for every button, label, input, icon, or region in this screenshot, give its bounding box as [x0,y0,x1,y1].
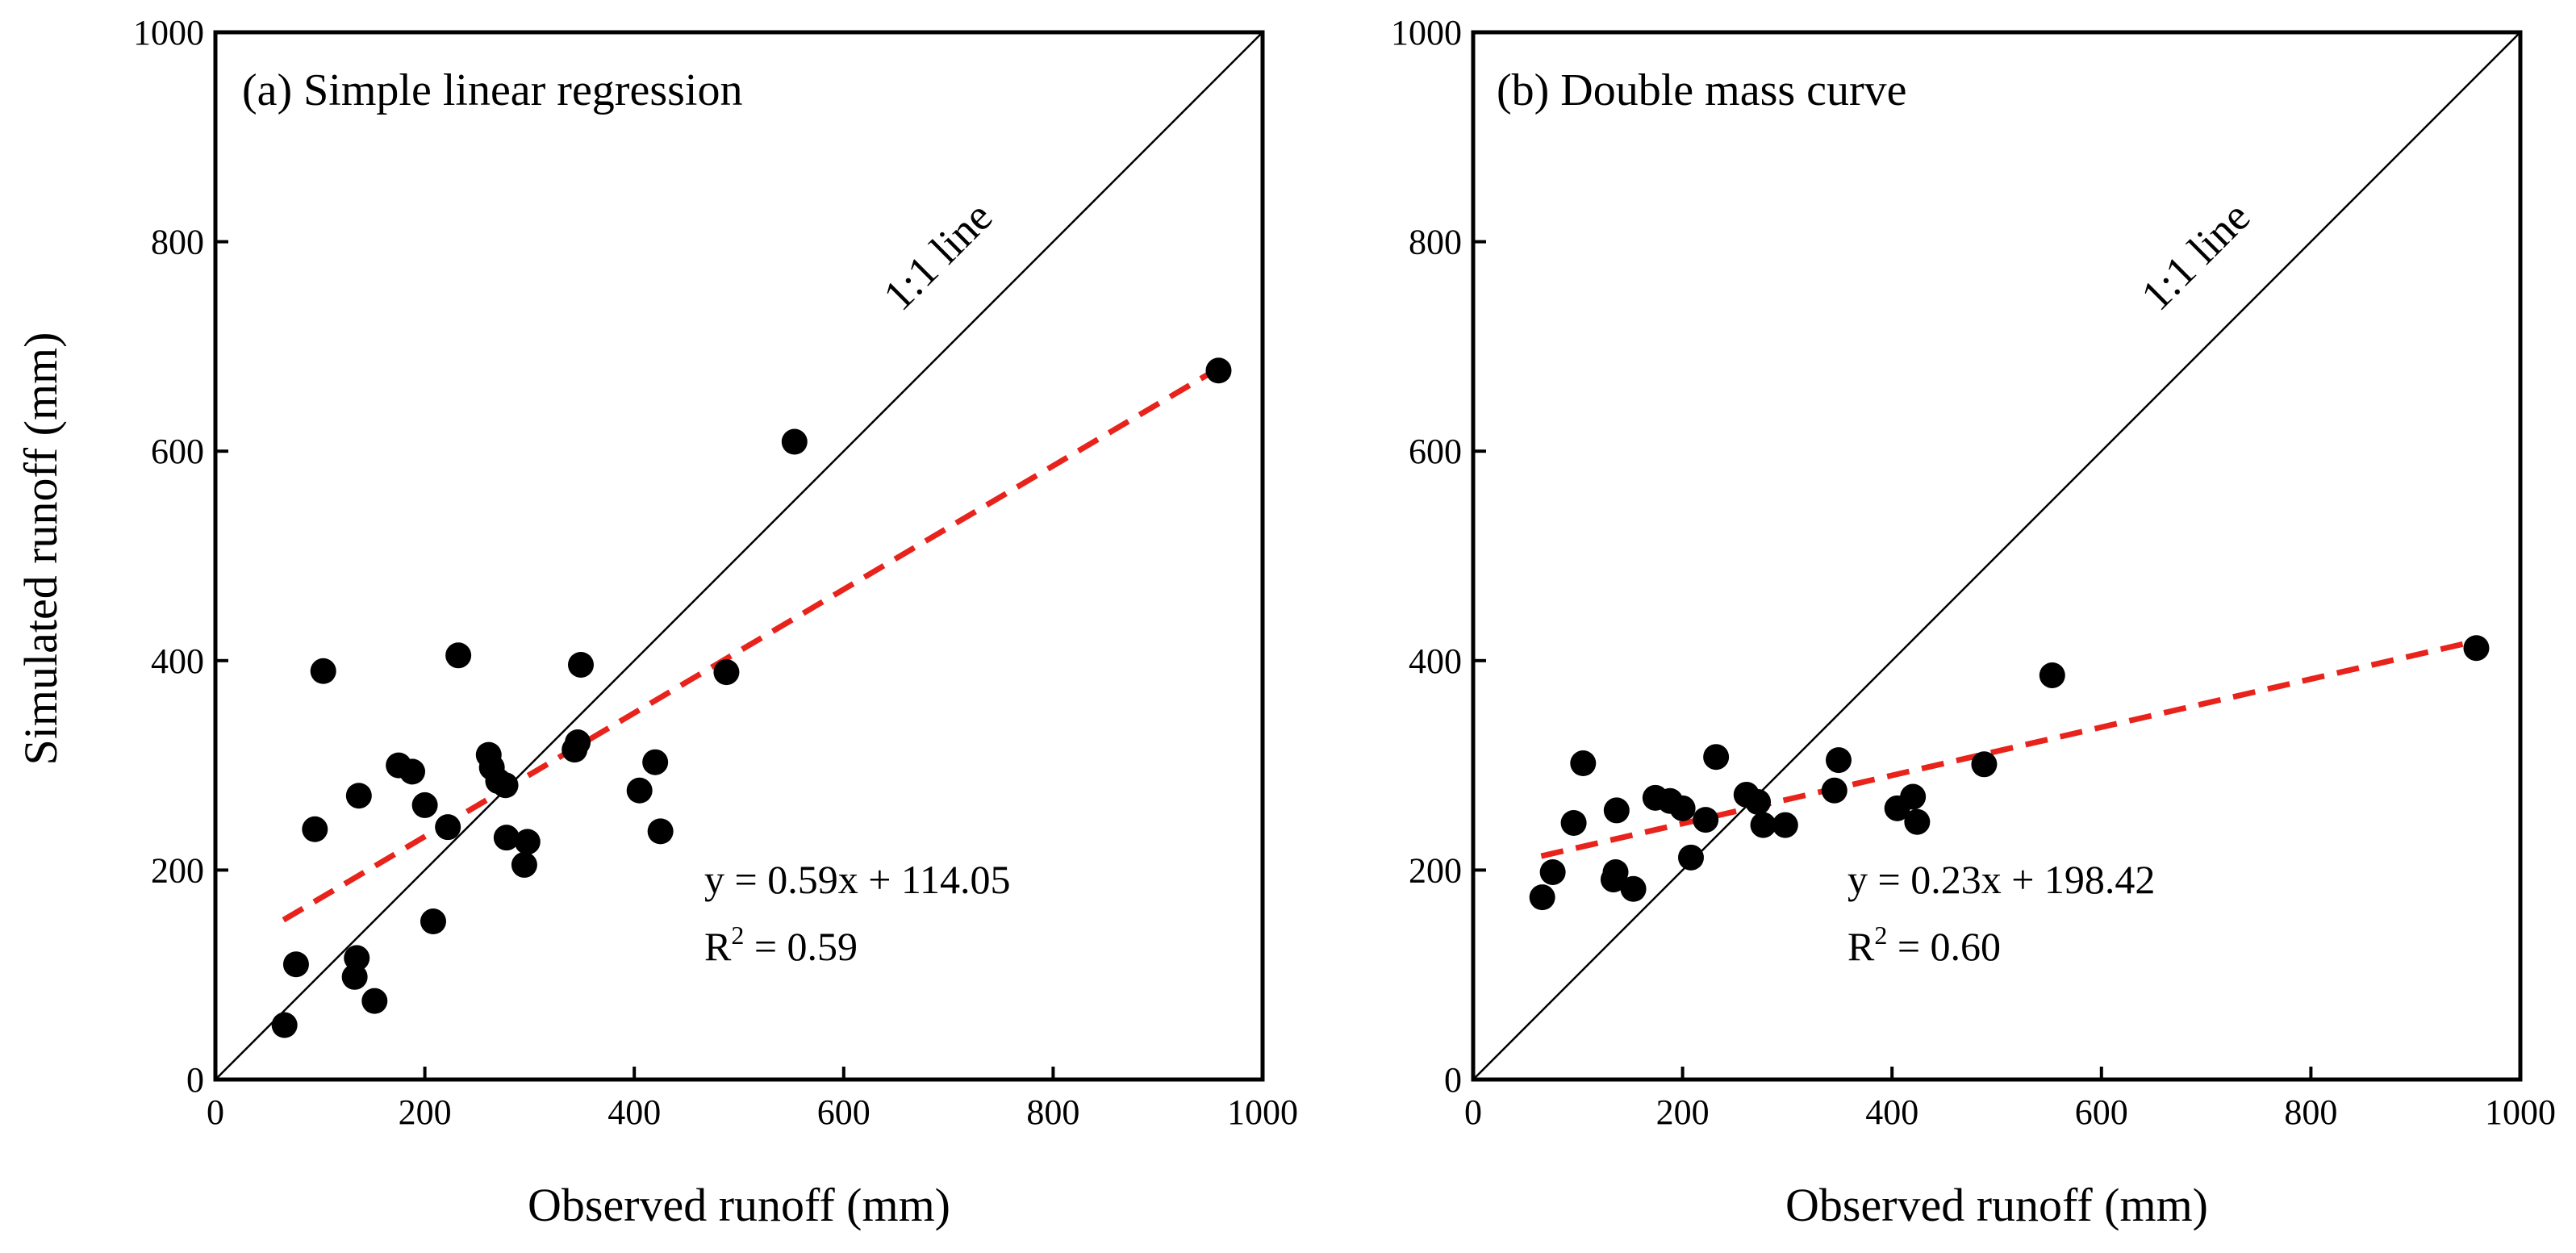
panel-b-data-point [1620,875,1647,902]
panel-a-data-point [493,825,520,851]
panel-a-data-point [435,814,461,841]
panel-b-y-tick-label: 0 [1444,1060,1462,1100]
panel-a-data-point [420,908,446,935]
panel-a-data-point [514,829,541,855]
panel-b-x-tick-label: 200 [1656,1092,1710,1132]
panel-a-data-point [565,729,591,756]
panel-b-title: (b) Double mass curve [1497,65,1907,115]
panel-a-ticks: 0 200 400 600 800 1000 0 200 400 600 800 1000 [133,13,1298,1132]
panel-a-x-tick-label: 200 [399,1092,452,1132]
panel-b-y-tick-label: 800 [1409,223,1462,262]
panel-a-x-axis-title: Observed runoff (mm) [528,1179,950,1231]
panel-b-y-tick-label: 200 [1409,850,1462,890]
panel-b-x-tick-label: 0 [1464,1092,1482,1132]
panel-a-y-tick-label: 0 [186,1060,204,1100]
panel-a-data-point [642,749,669,775]
panel-b-one-to-one-line [1473,32,2520,1080]
panel-a-frame [213,30,1265,1082]
panel-b-r2-value: = 0.60 [1887,924,2001,969]
panel-b-x-tick-label: 600 [2075,1092,2128,1132]
panel-b-data-point [2463,635,2490,662]
panel-a-x-tick-label: 800 [1026,1092,1079,1132]
panel-a-data-point [713,659,740,686]
panel-a-y-tick-label: 400 [151,641,204,681]
panel-a-title: (a) Simple linear regression [242,65,742,115]
panel-a-points [271,357,1232,1038]
panel-a-data-point [361,988,388,1014]
panel-b-r2: R2 = 0.60 [1847,921,2001,969]
panel-a-data-point [626,777,653,804]
panel-b-x-tick-label: 800 [2284,1092,2337,1132]
panel-a-y-tick-label: 800 [151,223,204,262]
panel-a-x-tick-label: 600 [817,1092,870,1132]
panel-a-data-point [492,772,519,799]
panel-a-data-point [647,818,674,845]
panel-b-data-point [1539,858,1566,885]
panel-b-x-tick-label: 400 [1865,1092,1918,1132]
panel-a-x-tick-label: 1000 [1227,1092,1298,1132]
panel-b-data-point [1570,750,1597,777]
y-axis-title: Simulated runoff (mm) [15,332,67,766]
panel-a-r2: R2 = 0.59 [704,921,858,969]
panel-a-data-point [345,783,372,809]
panel-b-data-point [1904,808,1931,835]
panel-b-data-point [1703,744,1730,771]
panel-a-data-point [411,791,438,818]
panel-a-data-point [302,816,328,842]
panel-b-points [1529,635,2490,911]
panel-b-data-point [1772,812,1798,838]
panel-a-r2-prefix: R [704,924,732,969]
panel-a-r2-sup: 2 [731,921,744,950]
panel-b-data-point [1603,797,1630,824]
panel-a-one-to-one-line [215,32,1263,1080]
panel-b-data-point [1826,747,1852,774]
panel-a-x-tick-label: 400 [607,1092,661,1132]
panel-a-data-point [1205,357,1232,384]
panel-a-data-point [271,1012,298,1038]
panel-a-y-tick-label: 1000 [133,13,204,52]
panel-a-equation: y = 0.59x + 114.05 [704,857,1011,902]
panel-a-data-point [399,758,426,785]
panel-b-data-point [1750,812,1776,838]
panel-b-y-tick-label: 1000 [1391,13,1462,52]
panel-b-x-tick-label: 1000 [2485,1092,2556,1132]
panel-b-data-point [1529,884,1555,911]
panel-b-data-point [1677,844,1704,871]
panel-b-data-point [1669,795,1696,821]
panel-a-data-point [511,851,537,878]
panel-b-r2-sup: 2 [1874,921,1887,950]
panel-a-r2-value: = 0.59 [744,924,858,969]
panel-b-ticks: 0 200 400 600 800 1000 0 200 400 600 800 1000 [1391,13,2556,1132]
panel-a-data-point [568,651,595,678]
panel-b-data-point [1693,807,1719,833]
panel-a-x-tick-label: 0 [207,1092,224,1132]
panel-a-data-point [310,658,336,684]
panel-a-data-point [445,642,472,669]
panel-b-x-axis-title: Observed runoff (mm) [1785,1179,2208,1231]
panel-b: 0 200 400 600 800 1000 0 200 400 600 800 1000 (b) D… [1391,13,2556,1231]
panel-b-frame [1471,30,2523,1082]
panel-b-data-point [1602,858,1629,885]
panel-b-data-point [1900,783,1927,810]
panel-a-y-tick-label: 600 [151,432,204,471]
panel-b-data-point [1560,809,1587,836]
panel-b-r2-prefix: R [1847,924,1875,969]
panel-b-data-point [2039,662,2065,688]
panel-b-data-point [1821,777,1847,804]
panel-b-y-tick-label: 400 [1409,641,1462,681]
panel-a-y-tick-label: 200 [151,850,204,890]
panel-a-data-point [781,428,808,455]
panel-a-data-point [344,945,370,971]
panel-a-data-point [282,951,309,978]
panel-b-data-point [1971,751,1998,778]
panel-b-equation: y = 0.23x + 198.42 [1847,857,2155,902]
panel-b-data-point [1745,789,1772,816]
panel-a-data-point [341,963,368,990]
panel-b-y-tick-label: 600 [1409,432,1462,471]
